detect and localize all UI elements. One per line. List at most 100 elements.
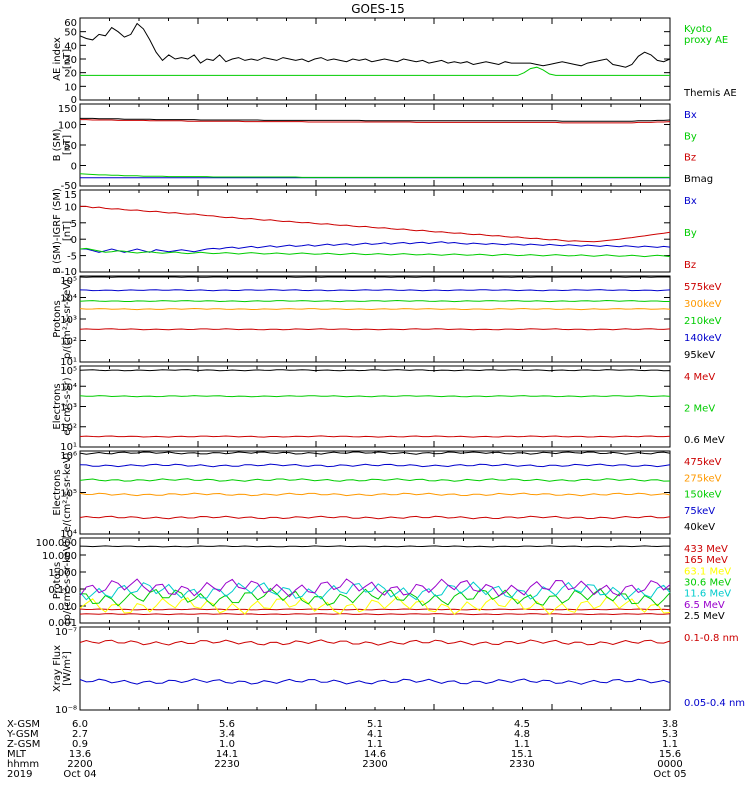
series-line bbox=[79, 463, 671, 468]
y-axis-unit: [W/m²] bbox=[62, 651, 73, 686]
legend-label: 2 MeV bbox=[684, 404, 715, 415]
legend-label: 2.5 MeV bbox=[684, 611, 725, 622]
legend-label: 30.6 MeV bbox=[684, 578, 731, 589]
legend-label: 0.05-0.4 nm bbox=[684, 698, 745, 709]
y-axis-label: Protons bbox=[52, 562, 63, 599]
series-line bbox=[79, 307, 671, 311]
legend-label: 300keV bbox=[684, 299, 722, 310]
y-axis-unit: [nT] bbox=[62, 49, 73, 69]
legend-label: Bx bbox=[684, 196, 697, 207]
ephemeris-value: 2300 bbox=[362, 759, 387, 770]
series-line bbox=[80, 66, 670, 76]
series-line bbox=[79, 595, 671, 616]
legend-label: 475keV bbox=[684, 457, 722, 468]
panel-frame bbox=[79, 17, 671, 101]
ephemeris-value: 2.7 bbox=[72, 729, 88, 740]
legend-label: 75keV bbox=[684, 506, 715, 517]
y-tick-label: 10⁴ bbox=[60, 529, 77, 540]
series-line bbox=[79, 587, 671, 607]
ephemeris-row-label: Y-GSM bbox=[6, 729, 39, 740]
series-line bbox=[80, 241, 671, 253]
y-tick-label: 10² bbox=[60, 337, 77, 348]
y-tick-label: 10¹ bbox=[60, 357, 77, 368]
ephemeris-row-label: Z-GSM bbox=[7, 739, 40, 750]
series-line bbox=[79, 299, 670, 303]
y-tick-label: -5 bbox=[67, 252, 77, 263]
ephemeris-value: 5.1 bbox=[367, 719, 383, 730]
ephemeris-value: 0.9 bbox=[72, 739, 88, 750]
panel-frame bbox=[79, 275, 671, 363]
series-line bbox=[79, 578, 671, 598]
ephemeris-row-label: MLT bbox=[7, 749, 27, 760]
panel-frame bbox=[79, 189, 671, 273]
y-tick-label: 1.000 bbox=[48, 568, 77, 579]
legend-label: 165 MeV bbox=[684, 555, 728, 566]
legend-label: 433 MeV bbox=[684, 544, 728, 555]
ephemeris-value: 5.6 bbox=[219, 719, 235, 730]
y-tick-label: 10 bbox=[64, 82, 77, 93]
legend-label: 150keV bbox=[684, 490, 722, 501]
y-axis-unit: e/(cm²-s-sr) bbox=[62, 377, 73, 435]
legend-label: Themis AE bbox=[683, 88, 737, 99]
legend-label: 140keV bbox=[684, 333, 722, 344]
y-axis-label: Xray Flux bbox=[52, 645, 63, 692]
legend-label: Bz bbox=[684, 153, 696, 164]
ephemeris-value: Oct 05 bbox=[653, 769, 686, 780]
panel-frame bbox=[79, 365, 671, 448]
y-axis-unit: [nT] bbox=[62, 221, 73, 241]
y-tick-label: 10¹ bbox=[60, 442, 77, 453]
panel-frame bbox=[79, 103, 671, 187]
y-tick-label: 100.000 bbox=[36, 538, 77, 549]
ephemeris-value: 15.1 bbox=[511, 749, 533, 760]
y-axis-unit: p/(cm²-s-sr-keV) bbox=[62, 279, 73, 359]
y-tick-label: -10 bbox=[61, 267, 77, 278]
legend-label: 6.5 MeV bbox=[684, 600, 725, 611]
series-line bbox=[79, 247, 671, 258]
ephemeris-value: 4.1 bbox=[367, 729, 383, 740]
ephemeris-row-label: X-GSM bbox=[7, 719, 40, 730]
y-tick-label: 5 bbox=[71, 219, 77, 230]
y-tick-label: 10⁶ bbox=[60, 451, 77, 462]
y-tick-label: 10.000 bbox=[42, 551, 77, 562]
series-line bbox=[79, 289, 671, 292]
y-axis-label: B (SM)-IGRF (SM) bbox=[52, 188, 63, 274]
legend-label: 63.1 MeV bbox=[684, 566, 731, 577]
legend-label: Bx bbox=[684, 110, 697, 121]
ephemeris-value: 15.6 bbox=[659, 749, 681, 760]
series-line bbox=[79, 581, 671, 601]
ephemeris-row-label: hhmm bbox=[7, 759, 39, 770]
ephemeris-value: 5.3 bbox=[662, 729, 678, 740]
legend-label: By bbox=[684, 131, 697, 142]
series-line bbox=[79, 395, 671, 398]
y-tick-label: 40 bbox=[64, 41, 77, 52]
ephemeris-value: 14.1 bbox=[216, 749, 238, 760]
y-tick-label: 50 bbox=[64, 28, 77, 39]
ephemeris-value: 14.6 bbox=[364, 749, 386, 760]
ephemeris-value: 13.6 bbox=[69, 749, 91, 760]
ephemeris-row-label: 2019 bbox=[7, 769, 32, 780]
figure-title: GOES-15 bbox=[351, 2, 405, 16]
legend-label: Kyoto bbox=[684, 24, 712, 35]
ephemeris-value: 1.0 bbox=[219, 739, 235, 750]
ephemeris-value: 1.1 bbox=[367, 739, 383, 750]
y-tick-label: 10² bbox=[60, 423, 77, 434]
y-axis-unit: [nT] bbox=[62, 135, 73, 155]
y-tick-label: 10⁵ bbox=[60, 276, 77, 287]
ephemeris-value: 6.0 bbox=[72, 719, 88, 730]
y-tick-label: 10⁴ bbox=[60, 294, 77, 305]
y-tick-label: 0 bbox=[71, 235, 77, 246]
y-tick-label: 60 bbox=[64, 18, 77, 29]
series-line bbox=[79, 451, 671, 455]
series-line bbox=[79, 328, 671, 331]
y-tick-label: 0.001 bbox=[48, 618, 77, 629]
ephemeris-value: 0000 bbox=[657, 759, 682, 770]
y-tick-label: 0.100 bbox=[48, 585, 77, 596]
y-tick-label: 10⁻⁷ bbox=[55, 627, 77, 638]
legend-label: 575keV bbox=[684, 282, 722, 293]
y-tick-label: 30 bbox=[64, 55, 77, 66]
series-line bbox=[80, 119, 671, 124]
y-axis-label: AE index bbox=[52, 37, 63, 81]
ephemeris-value: Oct 04 bbox=[63, 769, 96, 780]
ephemeris-value: 2330 bbox=[509, 759, 534, 770]
